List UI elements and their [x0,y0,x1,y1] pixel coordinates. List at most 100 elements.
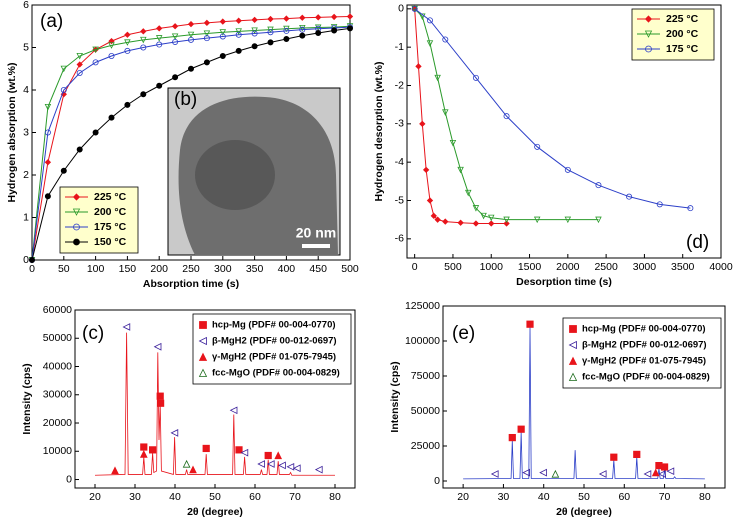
legend-label: 175 °C [666,43,699,55]
marker [267,15,274,23]
legend-box [562,317,722,389]
marker [568,340,577,350]
marker [76,146,83,153]
marker [508,433,516,442]
marker [299,32,306,39]
marker [411,5,418,12]
y-axis-label: Intensity (cps) [21,363,33,434]
marker [283,15,290,22]
marker [202,444,210,453]
marker [92,59,99,66]
x-tick-label: 20 [457,491,469,503]
marker [533,216,541,224]
marker [315,30,322,37]
marker [598,470,607,478]
legend-label: fcc-MgO (PDF# 00-004-0829) [582,372,710,383]
legend-label: 200 °C [94,206,127,218]
marker [44,193,51,200]
legend-label: 150 °C [94,236,127,248]
marker [187,65,194,72]
marker [198,368,208,377]
marker [92,46,99,54]
marker [330,24,338,31]
marker [199,321,207,329]
marker [264,451,272,460]
legend-label: 225 °C [94,191,127,203]
data-line [414,8,599,221]
marker [564,216,572,224]
marker [419,13,426,20]
panel-label: (c) [82,323,104,344]
marker [426,40,434,47]
marker [643,470,652,478]
marker [111,466,119,475]
marker [626,193,633,200]
x-tick-label: 2000 [556,261,580,273]
marker [449,140,457,147]
y-tick-label: 20000 [43,417,72,429]
y-tick-label: -4 [395,156,404,168]
y-tick-label: 100000 [405,335,440,347]
marker [73,238,80,246]
marker [251,30,258,37]
marker [28,256,35,263]
marker [442,36,449,43]
marker [656,201,663,208]
marker [315,14,322,21]
marker [283,36,290,43]
marker [170,429,179,437]
marker [278,461,286,470]
x-tick-label: 3000 [633,261,657,273]
marker [314,24,322,32]
marker [651,468,660,477]
y-tick-label: -2 [395,79,404,91]
data-line [94,332,335,476]
y-tick-label: 0 [398,3,404,15]
marker [139,450,148,458]
y-axis-label: Hydrogen absorption (wt.%) [6,63,18,203]
marker [299,14,306,21]
data-line [414,8,691,209]
marker [644,15,653,23]
legend-box [192,313,352,385]
tem-inset [167,87,341,256]
marker [633,450,641,459]
marker [124,31,131,38]
marker [124,47,131,54]
x-tick-label: 500 [341,263,359,275]
x-tick-label: 20 [89,491,101,503]
legend-label: 200 °C [666,28,699,40]
marker [172,74,179,81]
marker [108,37,115,45]
marker [108,53,115,60]
marker [266,460,275,468]
x-tick-label: 350 [246,263,264,275]
marker [430,212,437,219]
x-tick-label: 70 [289,491,301,503]
marker [522,468,530,477]
marker [171,23,179,30]
marker [434,74,441,82]
x-tick-label: 150 [119,263,137,275]
legend-label: β-MgH2 (PDF# 00-012-0697) [582,340,707,351]
marker [610,453,618,461]
marker [644,30,653,38]
y-tick-label: 1 [23,211,29,223]
x-tick-label: 300 [214,263,232,275]
marker [219,53,226,60]
marker [551,469,560,478]
marker [346,25,353,32]
x-tick-label: 100 [87,263,105,275]
marker [442,109,449,116]
marker [503,220,510,227]
marker [488,220,495,227]
marker [187,36,194,43]
marker [426,197,434,204]
marker [267,39,274,46]
marker [60,87,67,94]
marker [534,143,541,150]
marker [76,61,83,68]
data-line [31,26,351,261]
marker [73,223,80,231]
